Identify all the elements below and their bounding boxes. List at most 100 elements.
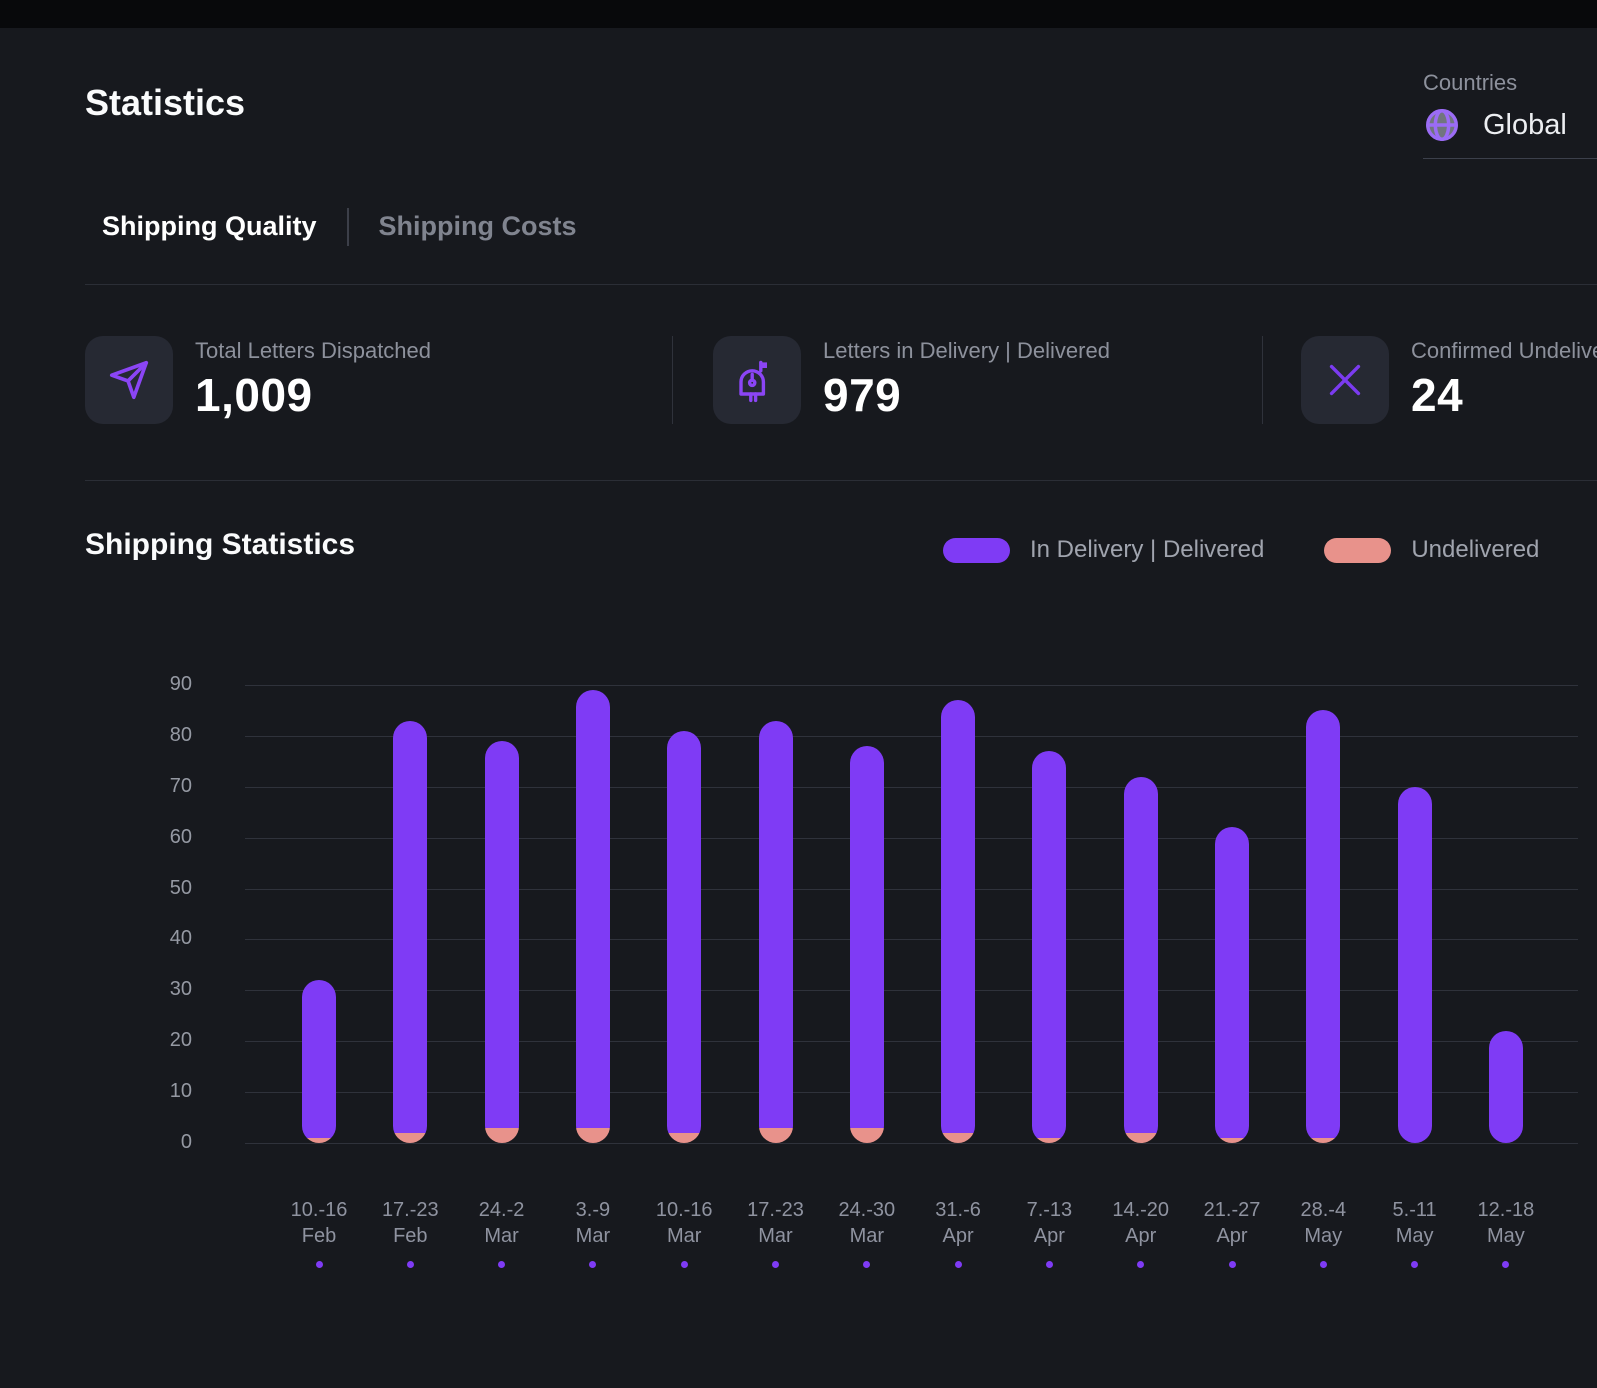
- section-divider: [85, 480, 1597, 481]
- gridline: [245, 786, 1578, 788]
- stat-label: Confirmed Undelivered: [1411, 338, 1597, 363]
- legend-swatch-delivered: [943, 537, 1010, 563]
- stat-card-in-delivery: Letters in Delivery | Delivered 979: [673, 336, 1262, 424]
- stat-label: Letters in Delivery | Delivered: [823, 338, 1110, 363]
- x-axis-dot: [1502, 1261, 1510, 1268]
- gridline: [245, 990, 1578, 992]
- x-axis-dot: [772, 1261, 779, 1268]
- chart-bar[interactable]: [302, 980, 336, 1143]
- mailbox-icon: [713, 336, 801, 424]
- legend-label: In Delivery | Delivered: [1030, 536, 1265, 563]
- window-top-strip: [0, 0, 1597, 28]
- page-title: Statistics: [85, 82, 246, 123]
- bar-segment-undelivered: [758, 1127, 793, 1143]
- chart-bar[interactable]: [1215, 827, 1249, 1143]
- y-axis-tick-label: 10: [169, 1080, 192, 1103]
- bar-segment-delivered: [941, 700, 976, 1133]
- gridline: [245, 1092, 1578, 1094]
- legend-item-delivered[interactable]: In Delivery | Delivered: [943, 536, 1264, 564]
- bar-segment-undelivered: [1123, 1132, 1158, 1143]
- chart-bar[interactable]: [941, 700, 976, 1143]
- stats-row: Total Letters Dispatched 1,009 Letters i…: [85, 336, 1597, 424]
- stat-card-undelivered: Confirmed Undelivered 24: [1263, 336, 1597, 424]
- chart-bar[interactable]: [1123, 776, 1158, 1143]
- tab-shipping-costs[interactable]: Shipping Costs: [378, 211, 577, 241]
- bar-segment-undelivered: [575, 1127, 610, 1143]
- gridline: [245, 888, 1578, 890]
- x-axis-tick-label: 31.-6 Apr: [935, 1199, 981, 1247]
- y-axis-tick-label: 80: [169, 723, 192, 746]
- chart-bar[interactable]: [849, 746, 884, 1143]
- gridline: [245, 939, 1578, 941]
- bar-segment-delivered: [667, 730, 702, 1133]
- bar-segment-undelivered: [941, 1132, 976, 1143]
- x-axis-dot: [1411, 1261, 1419, 1268]
- tab-shipping-quality[interactable]: Shipping Quality: [102, 211, 317, 241]
- bar-segment-delivered: [758, 720, 793, 1128]
- x-axis-dot: [954, 1261, 962, 1268]
- stat-value: 24: [1411, 369, 1464, 421]
- bar-segment-delivered: [1488, 1031, 1523, 1143]
- bar-segment-delivered: [1215, 827, 1249, 1138]
- stat-value: 979: [823, 369, 902, 421]
- bar-segment-undelivered: [1032, 1137, 1067, 1143]
- gridline: [245, 1041, 1578, 1043]
- x-axis-dot: [498, 1261, 506, 1268]
- x-axis-tick-label: 10.-16 Feb: [290, 1199, 348, 1247]
- x-axis-dot: [1319, 1261, 1327, 1268]
- chart-bar[interactable]: [484, 740, 519, 1143]
- bar-segment-undelivered: [484, 1127, 519, 1143]
- x-axis-dot: [589, 1261, 597, 1268]
- countries-value: Global: [1483, 108, 1567, 141]
- legend-swatch-undelivered: [1324, 537, 1392, 563]
- stat-card-dispatched: Total Letters Dispatched 1,009: [85, 336, 672, 424]
- legend-label: Undelivered: [1411, 536, 1540, 563]
- y-axis-tick-label: 70: [169, 774, 192, 797]
- x-axis-tick-label: 3.-9 Mar: [575, 1199, 611, 1247]
- y-axis-tick-label: 0: [180, 1131, 192, 1153]
- x-axis-tick-label: 28.-4 May: [1300, 1199, 1347, 1247]
- chart-bar[interactable]: [393, 720, 428, 1143]
- stat-label: Total Letters Dispatched: [195, 338, 432, 363]
- chart-bar[interactable]: [758, 720, 793, 1143]
- bar-segment-delivered: [302, 980, 336, 1138]
- x-axis-dot: [1137, 1261, 1145, 1268]
- chart-bar[interactable]: [1032, 751, 1067, 1143]
- y-axis-tick-label: 20: [169, 1029, 192, 1052]
- chart-bar[interactable]: [1488, 1031, 1523, 1143]
- x-axis-tick-label: 24.-30 Mar: [838, 1199, 896, 1247]
- chart-bar[interactable]: [667, 730, 702, 1143]
- bar-segment-delivered: [1397, 786, 1432, 1143]
- stat-divider: [1262, 336, 1263, 424]
- x-axis-tick-label: 14.-20 Apr: [1112, 1199, 1170, 1247]
- x-axis-dot: [315, 1261, 323, 1268]
- y-axis-tick-label: 90: [169, 672, 192, 695]
- x-axis-dot: [1045, 1261, 1053, 1268]
- chart-bar[interactable]: [1306, 710, 1341, 1143]
- x-axis-tick-label: 17.-23 Mar: [747, 1199, 804, 1247]
- chart-bar[interactable]: [575, 690, 610, 1143]
- chart-section-title: Shipping Statistics: [85, 528, 356, 561]
- x-axis-tick-label: 24.-2 Mar: [478, 1199, 525, 1247]
- shipping-statistics-chart: 0 10 20 30 40 50 60 70 80 90 10.-16 Feb 17.-23 Feb 24.…: [0, 640, 1597, 1388]
- stat-divider: [672, 336, 673, 424]
- countries-selector[interactable]: Countries Global: [1423, 70, 1597, 159]
- chart-bar[interactable]: [1397, 786, 1432, 1143]
- stat-value: 1,009: [195, 369, 313, 421]
- bar-segment-delivered: [1032, 751, 1067, 1138]
- bar-segment-undelivered: [393, 1132, 428, 1143]
- legend-item-undelivered[interactable]: Undelivered: [1324, 536, 1539, 564]
- gridline: [245, 735, 1578, 737]
- globe-icon: [1423, 106, 1461, 144]
- bar-segment-undelivered: [1215, 1137, 1249, 1143]
- bar-segment-undelivered: [667, 1132, 702, 1143]
- x-axis-tick-label: 12.-18 May: [1477, 1199, 1535, 1247]
- y-axis-tick-label: 40: [169, 927, 192, 950]
- y-axis-tick-label: 50: [169, 876, 192, 899]
- x-icon: [1301, 336, 1389, 424]
- tab-bar: Shipping Quality Shipping Costs: [85, 200, 1597, 285]
- bar-segment-delivered: [849, 746, 884, 1128]
- bar-segment-delivered: [484, 740, 519, 1128]
- gridline: [245, 1143, 1578, 1144]
